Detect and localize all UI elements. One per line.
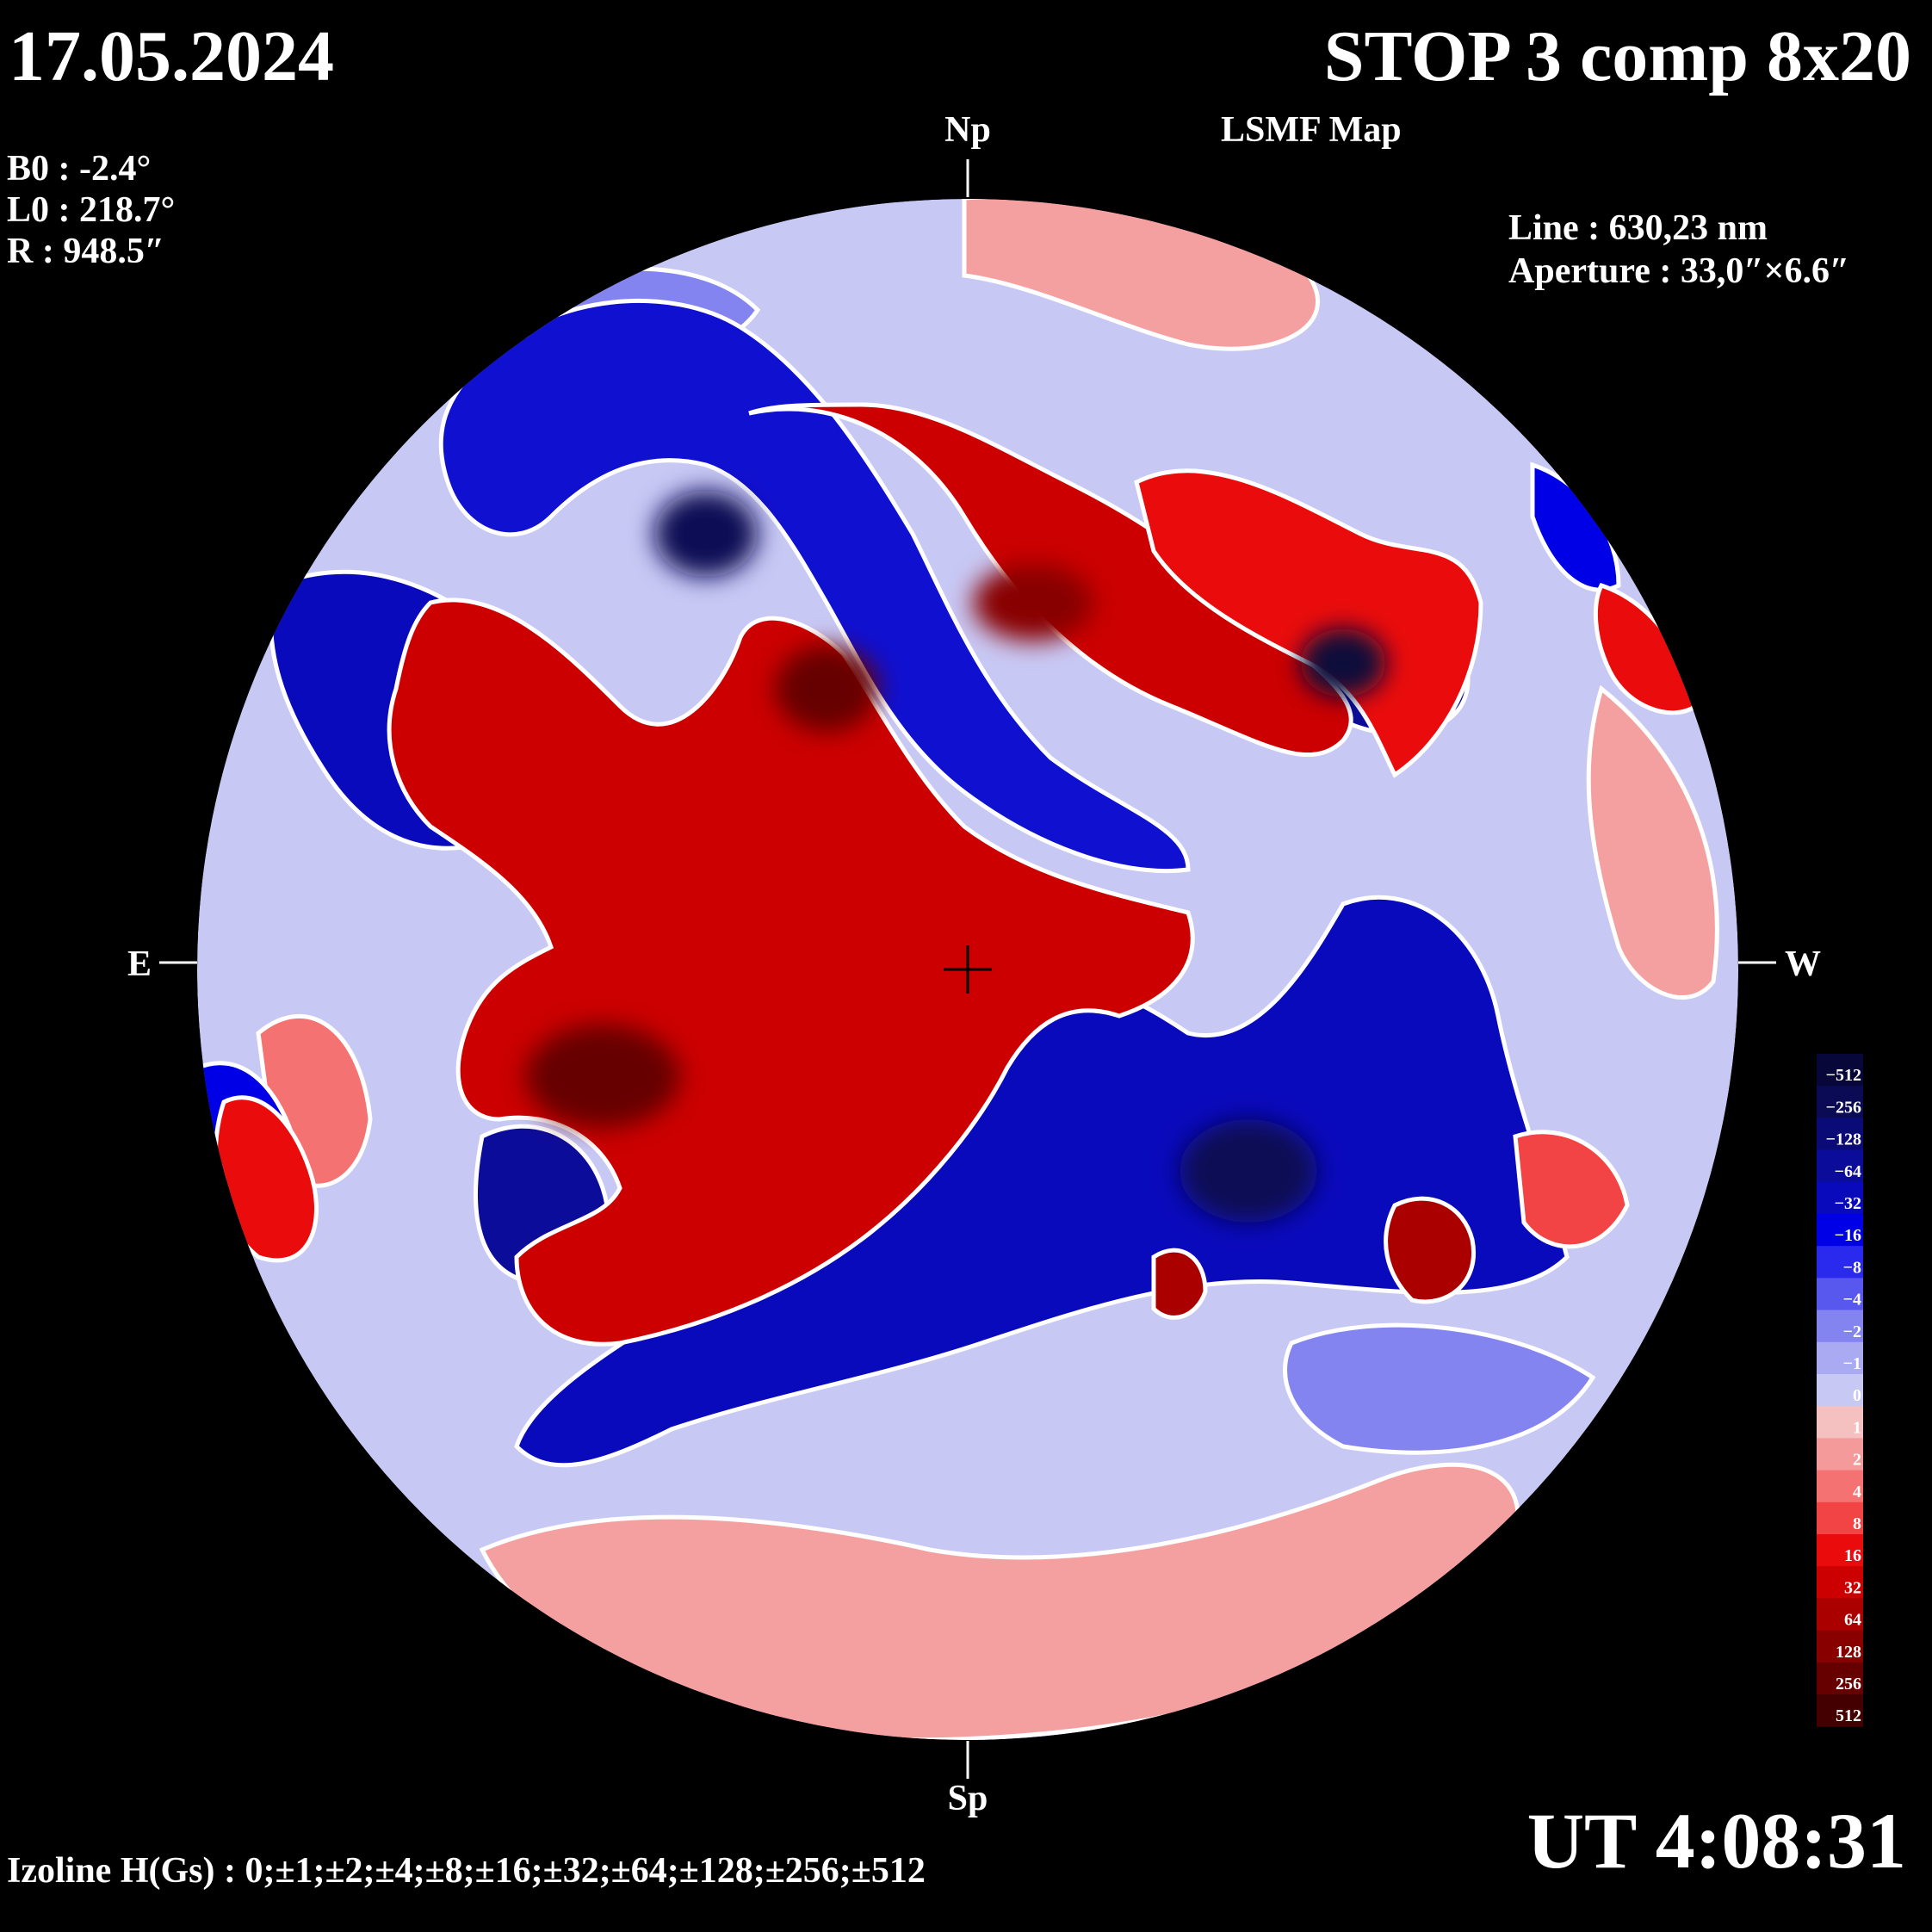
east-label: E [127,944,152,984]
strong-positive-core-3 [973,564,1093,641]
colorbar-label: 4 [1853,1483,1861,1502]
observation-info: Line : 630,23 nm Aperture : 33,0″×6.6″ [1508,207,1849,293]
colorbar-label: −2 [1843,1322,1861,1341]
colorbar-swatch [1817,1246,1863,1279]
colorbar-label: 0 [1853,1386,1861,1405]
positive-spot-southeast [1384,1196,1476,1304]
positive-region-central [387,598,1195,1347]
colorbar-swatch [1817,1406,1863,1439]
weak-positive-west [1586,684,1719,1000]
west-label: W [1785,944,1821,984]
positive-spot-south [1151,1248,1208,1320]
colorbar-swatch [1817,1118,1863,1151]
colorbar-label: 2 [1853,1451,1861,1470]
strong-positive-core-2 [775,646,878,732]
south-pole-label: Sp [948,1779,988,1818]
colorbar-label: −16 [1835,1226,1861,1245]
aperture: Aperture : 33,0″×6.6″ [1508,251,1850,291]
positive-region-northeast [1134,468,1483,778]
weak-negative-southeast [1283,1322,1596,1455]
weak-field-pattern [256,199,1719,1740]
colorbar-label: 16 [1844,1546,1861,1565]
colorbar-swatch [1817,1054,1863,1087]
colorbar-swatch [1817,1086,1863,1118]
colorbar-swatch [1817,1438,1863,1471]
colorbar-label: −256 [1826,1098,1861,1117]
colorbar-label: −64 [1835,1162,1861,1181]
colorbar-label: −128 [1826,1130,1861,1149]
center-crosshair [944,945,992,994]
colorbar-label: −1 [1843,1354,1861,1373]
observation-date: 17.05.2024 [9,16,334,96]
colorbar-swatch [1817,1598,1863,1632]
colorbar-label: 8 [1853,1514,1861,1533]
strong-field-cores [525,491,1386,1223]
solar-parameters: B0 : -2.4° L0 : 218.7° R : 948.5″ [7,148,175,272]
strong-negative-core-2 [1180,1119,1317,1223]
positive-region-west-south [1513,1130,1630,1249]
positive-field-regions [213,402,1699,1347]
north-pole-label: Np [944,110,991,150]
colorbar-swatch [1817,1181,1863,1215]
colorbar-swatch [1817,1310,1863,1343]
colorbar-label: −8 [1843,1258,1861,1277]
b0-value: B0 : -2.4° [7,149,152,189]
colorbar-swatch [1817,1694,1863,1727]
strong-negative-core-3 [654,491,758,577]
colorbar-swatch [1817,1630,1863,1663]
colorbar-label: −4 [1843,1291,1861,1310]
colorbar-swatch [1817,1374,1863,1407]
colorbar-label: −32 [1835,1194,1861,1213]
strong-positive-core-1 [525,1025,680,1128]
colorbar-swatch [1817,1502,1863,1535]
strong-negative-core-1 [1300,629,1386,697]
colorbar-label: 256 [1836,1675,1861,1694]
universal-time: UT 4:08:31 [1526,1797,1906,1885]
colorbar-label: 512 [1836,1706,1861,1725]
colorbar-label: 64 [1844,1611,1861,1630]
map-title: STOP 3 comp 8x20 [1323,16,1911,96]
colorbar-swatch [1817,1470,1863,1503]
colorbar-label: 128 [1836,1643,1861,1662]
radius-value: R : 948.5″ [7,232,165,271]
colorbar-swatch [1817,1566,1863,1599]
colorbar-label: 1 [1853,1418,1861,1437]
colorbar-swatch [1817,1278,1863,1311]
colorbar-swatch [1817,1214,1863,1247]
colorbar-label: −512 [1826,1066,1861,1085]
l0-value: L0 : 218.7° [7,190,176,230]
field-strength-colorbar: −512 −256 −128 −64 −32 −16 −8 −4 −2 −1 0 1 2 4 8 16 32 64… [1817,1054,1863,1727]
isoline-levels: Izoline H(Gs) : 0;±1;±2;±4;±8;±16;±32;±6… [7,1851,926,1891]
colorbar-label: 32 [1844,1578,1861,1597]
colorbar-swatch [1817,1662,1863,1695]
colorbar-swatch [1817,1534,1863,1567]
axis-ticks [159,159,1776,1779]
spectral-line: Line : 630,23 nm [1508,208,1768,248]
colorbar-swatch [1817,1149,1863,1183]
colorbar-swatch [1817,1341,1863,1375]
map-subtitle: LSMF Map [1221,110,1402,150]
